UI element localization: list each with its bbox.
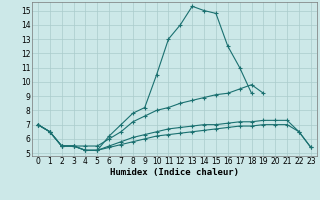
- X-axis label: Humidex (Indice chaleur): Humidex (Indice chaleur): [110, 168, 239, 177]
